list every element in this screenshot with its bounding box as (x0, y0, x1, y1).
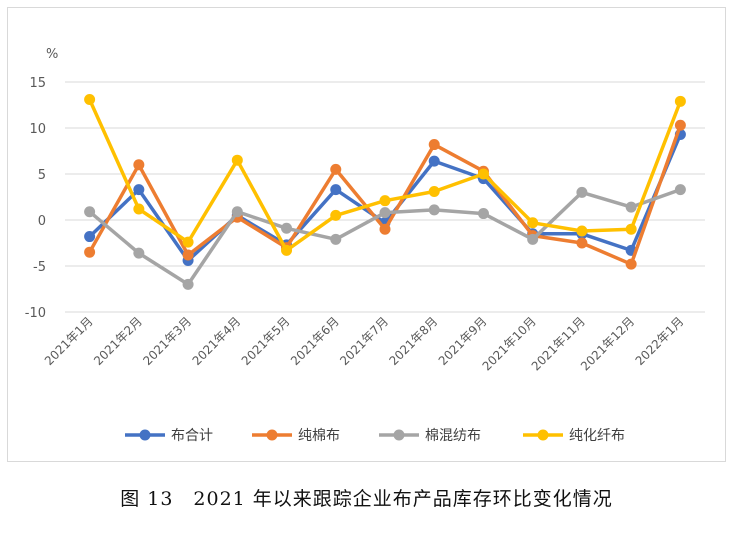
legend-label: 纯棉布 (298, 427, 340, 444)
data-point (527, 233, 539, 245)
x-tick-label: 2021年6月 (288, 314, 342, 368)
legend-marker (139, 429, 151, 441)
data-point (182, 236, 194, 248)
data-point (477, 168, 489, 180)
x-tick-label: 2021年4月 (190, 314, 244, 368)
x-tick-label: 2021年7月 (337, 314, 391, 368)
data-point (231, 206, 243, 218)
data-point (182, 278, 194, 290)
x-tick-label: 2022年1月 (633, 314, 687, 368)
data-point (576, 225, 588, 237)
series-3 (84, 184, 686, 290)
data-point (428, 204, 440, 216)
y-tick-label: 10 (29, 122, 46, 137)
data-point (330, 209, 342, 221)
x-tick-label: 2021年8月 (386, 314, 440, 368)
y-axis-unit: % (46, 47, 58, 62)
legend-item: 纯棉布 (252, 427, 340, 444)
legend-item: 纯化纤布 (523, 428, 625, 444)
data-point (674, 95, 686, 107)
y-tick-label: 0 (38, 214, 46, 229)
data-point (84, 206, 96, 218)
legend-item: 棉混纺布 (379, 427, 481, 444)
data-point (576, 186, 588, 198)
legend-marker (393, 429, 405, 441)
data-point (330, 233, 342, 245)
legend-item: 布合计 (125, 428, 213, 444)
grid-lines (65, 81, 705, 313)
legend: 布合计 纯棉布 棉混纺布 纯化纤布 (125, 427, 625, 444)
data-point (133, 159, 145, 171)
data-point (428, 155, 440, 167)
data-point (84, 93, 96, 105)
y-tick-label: 5 (38, 168, 46, 183)
data-point (379, 195, 391, 207)
y-tick-label: -10 (25, 306, 46, 321)
legend-label: 布合计 (171, 428, 213, 444)
data-point (428, 185, 440, 197)
data-point (625, 223, 637, 235)
data-point (625, 201, 637, 213)
legend-marker (537, 429, 549, 441)
data-point (231, 154, 243, 166)
data-point (674, 184, 686, 196)
legend-label: 纯化纤布 (569, 428, 625, 444)
data-point (576, 237, 588, 249)
data-point (281, 222, 293, 234)
x-tick-label: 2021年9月 (436, 314, 490, 368)
data-point (133, 184, 145, 196)
chart-frame (7, 7, 726, 462)
legend-marker (266, 429, 278, 441)
data-point (182, 249, 194, 261)
data-point (330, 184, 342, 196)
legend-label: 棉混纺布 (425, 427, 481, 444)
x-tick-label: 2021年1月 (42, 314, 96, 368)
series-4 (84, 93, 686, 256)
y-tick-label: 15 (29, 76, 46, 91)
data-point (379, 207, 391, 219)
data-point (133, 203, 145, 215)
x-tick-label: 2021年3月 (140, 314, 194, 368)
series-group (84, 93, 686, 290)
x-tick-label: 2021年5月 (239, 314, 293, 368)
data-point (477, 208, 489, 220)
x-axis-ticks: 2021年1月2021年2月2021年3月2021年4月2021年5月2021年… (42, 314, 687, 373)
figure-caption: 图 13 2021 年以来跟踪企业布产品库存环比变化情况 (120, 488, 613, 510)
data-point (674, 119, 686, 131)
data-point (281, 244, 293, 256)
y-tick-label: -5 (33, 260, 46, 275)
data-point (330, 163, 342, 175)
data-point (84, 231, 96, 243)
x-tick-label: 2021年2月 (91, 314, 145, 368)
series-2 (84, 119, 686, 270)
data-point (379, 223, 391, 235)
data-point (84, 246, 96, 258)
data-point (527, 217, 539, 229)
y-axis-ticks: 15 10 5 0 -5 -10 (25, 76, 46, 321)
data-point (625, 258, 637, 270)
data-point (133, 247, 145, 259)
data-point (428, 139, 440, 151)
